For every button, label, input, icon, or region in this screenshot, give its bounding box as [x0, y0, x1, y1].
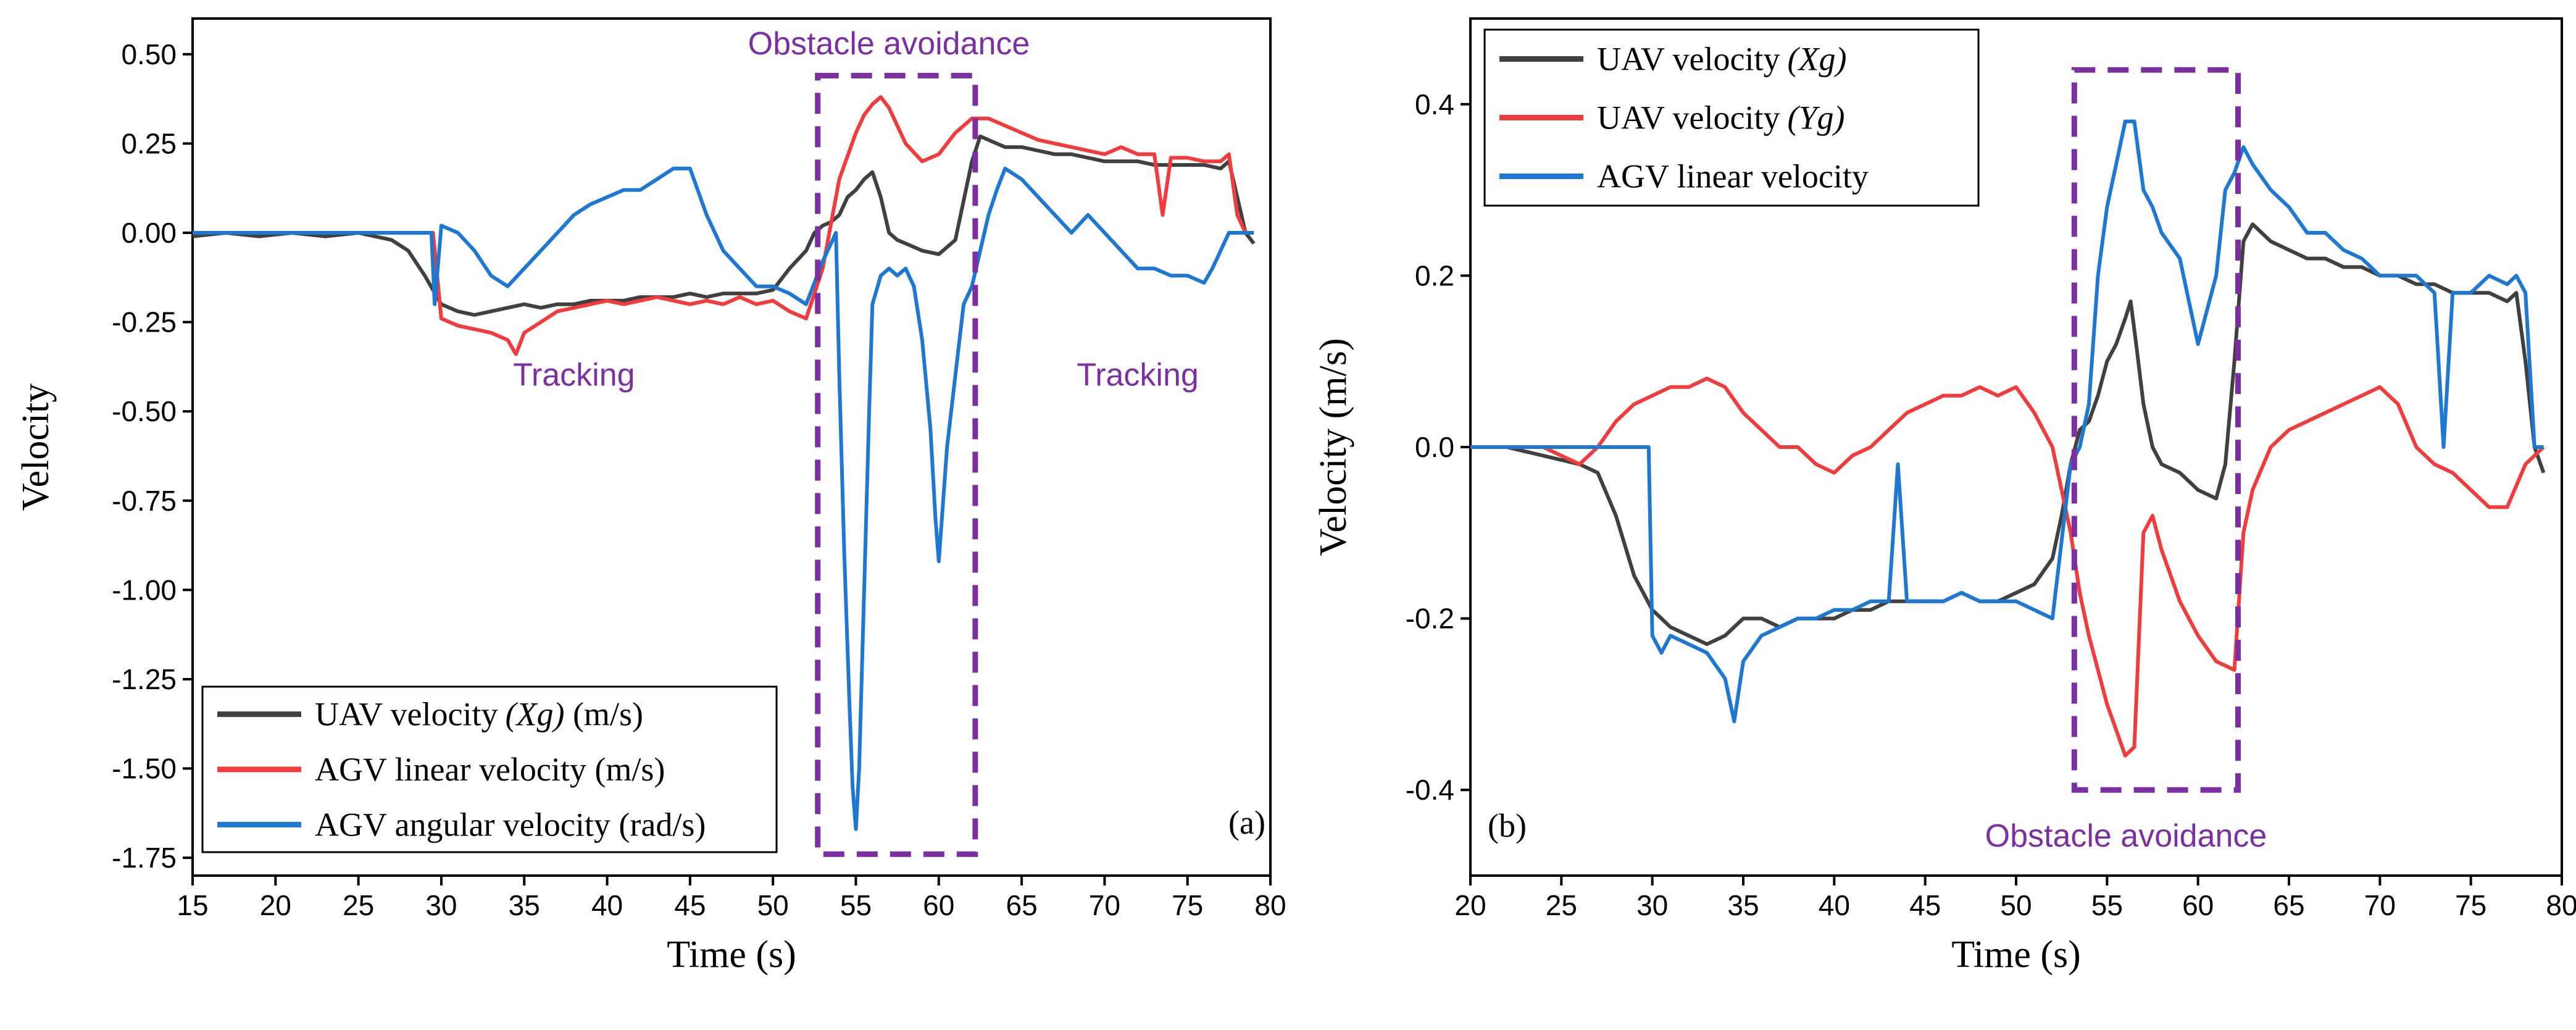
- panel-a-y-tick-label: -1.25: [112, 663, 177, 695]
- panel-a-legend-entry-0: UAV velocity (Xg) (m/s): [315, 696, 643, 733]
- panel-a-x-tick-label: 20: [260, 889, 291, 921]
- panel-a-y-tick-label: -0.50: [112, 395, 177, 427]
- panel-a-legend-entry-1: AGV linear velocity (m/s): [315, 751, 665, 788]
- panel-b-legend-entry-0: UAV velocity (Xg): [1597, 41, 1846, 78]
- panel-b-y-tick-label: 0.2: [1415, 259, 1454, 291]
- panel-a-panel-label: (a): [1228, 804, 1265, 841]
- panel-b-x-tick-label: 60: [2182, 889, 2214, 921]
- panel-a-obstacle-label: Obstacle avoidance: [748, 26, 1030, 62]
- panel-b-x-axis-label: Time (s): [1951, 934, 2081, 976]
- panel-b-x-tick-label: 35: [1727, 889, 1759, 921]
- panel-a-y-tick-label: -0.25: [112, 306, 177, 338]
- panel-b-obstacle-label: Obstacle avoidance: [1985, 818, 2267, 854]
- panel-b-y-tick-label: 0.4: [1415, 88, 1454, 120]
- panel-b-series-line-0: [1470, 222, 2546, 647]
- panel-b-obstacle-box: [2071, 67, 2241, 793]
- panel-a-y-tick-label: 0.25: [121, 127, 177, 159]
- panel-a-plot-frame: [191, 17, 1272, 877]
- panel-a-y-tick-label: -0.75: [112, 485, 177, 517]
- panel-a-y-tick-label: -1.75: [112, 842, 177, 874]
- panel-a-series-line-1: [193, 95, 1254, 356]
- panel-a-x-tick-label: 70: [1089, 889, 1120, 921]
- panel-a-tracking-label: Tracking: [513, 357, 635, 393]
- panel-b-x-tick-label: 55: [2091, 889, 2123, 921]
- panel-b-y-tick-label: -0.4: [1406, 774, 1454, 806]
- panel-a-y-tick-label: 0.00: [121, 217, 177, 249]
- panel-b-x-tick-label: 40: [1819, 889, 1850, 921]
- panel-b-x-tick-label: 30: [1636, 889, 1668, 921]
- panel-b-series-line-2: [1470, 119, 2544, 724]
- panel-a-x-tick-label: 55: [840, 889, 872, 921]
- panel-a-x-tick-label: 75: [1172, 889, 1203, 921]
- panel-b-x-tick-label: 65: [2273, 889, 2304, 921]
- panel-b-x-tick-label: 25: [1546, 889, 1577, 921]
- panel-a-x-tick-label: 35: [509, 889, 540, 921]
- panel-a-y-axis-label: Velocity: [15, 383, 57, 511]
- panel-a-series-line-0: [192, 134, 1256, 317]
- panel-b-y-tick-label: 0.0: [1415, 431, 1454, 463]
- panel-b-y-tick-label: -0.2: [1406, 603, 1454, 635]
- panel-a-tracking-label: Tracking: [1077, 357, 1198, 393]
- panel-a-series-line-2: [193, 166, 1254, 831]
- panel-a-x-tick-label: 60: [923, 889, 954, 921]
- panel-a-x-tick-label: 15: [177, 889, 208, 921]
- panel-b-y-axis-label: Velocity (m/s): [1312, 338, 1354, 556]
- panel-b-legend-entry-2: AGV linear velocity: [1597, 158, 1869, 195]
- panel-a-x-tick-label: 40: [591, 889, 623, 921]
- panel-a-x-axis-label: Time (s): [667, 934, 796, 976]
- panel-b-x-tick-label: 75: [2455, 889, 2486, 921]
- panel-b-x-tick-label: 45: [1909, 889, 1941, 921]
- panel-a-x-tick-label: 80: [1254, 889, 1286, 921]
- panel-a-y-tick-label: 0.50: [121, 38, 177, 70]
- panel-a-x-tick-label: 50: [757, 889, 789, 921]
- panel-b-panel-label: (b): [1488, 807, 1527, 844]
- panel-b-x-tick-label: 50: [2000, 889, 2032, 921]
- panel-b-legend-entry-1: UAV velocity (Yg): [1597, 99, 1845, 136]
- panel-a-x-tick-label: 45: [674, 889, 706, 921]
- panel-a-x-tick-label: 30: [425, 889, 457, 921]
- panel-a-obstacle-box: [815, 73, 978, 857]
- panel-b-series-line-1: [1470, 377, 2545, 758]
- panel-a-legend-entry-2: AGV angular velocity (rad/s): [315, 806, 706, 843]
- panel-a-y-tick-label: -1.50: [112, 753, 177, 785]
- panel-b-x-tick-label: 80: [2546, 889, 2576, 921]
- panel-a-y-tick-label: -1.00: [112, 574, 177, 606]
- panel-a-x-tick-label: 65: [1006, 889, 1037, 921]
- panel-b-x-tick-label: 20: [1454, 889, 1486, 921]
- panel-b-x-tick-label: 70: [2364, 889, 2396, 921]
- panel-a-x-tick-label: 25: [343, 889, 374, 921]
